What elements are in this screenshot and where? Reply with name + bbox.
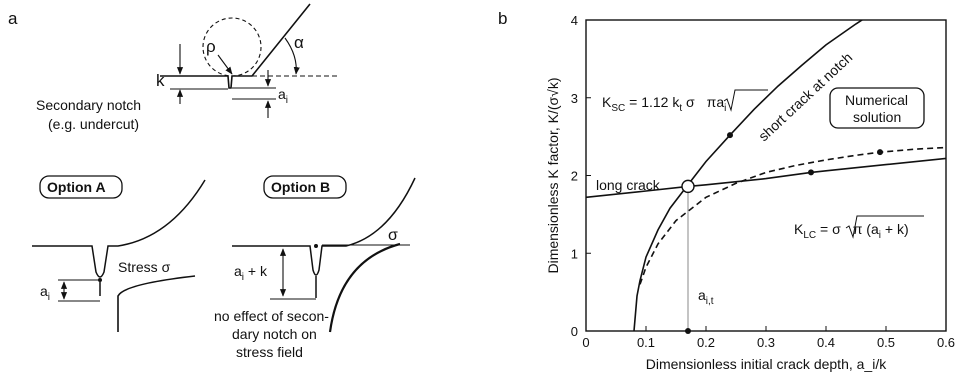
option-b-aik-label: ai + k: [234, 263, 268, 283]
numerical-solution-line2: solution: [853, 109, 901, 125]
option-a-geometry: [32, 179, 206, 332]
series-line: [586, 157, 946, 199]
option-a-label: Option A: [47, 179, 106, 195]
x-tick-label: 0.4: [817, 335, 835, 350]
option-b-label: Option B: [271, 179, 330, 195]
no-effect-line1: no effect of secon-: [214, 308, 329, 324]
x-tick-label: 0: [582, 335, 589, 350]
alpha-symbol: α: [294, 33, 304, 52]
series-line: [633, 20, 864, 331]
ksc-equation: KSC = 1.12 kt σ πai: [602, 94, 726, 114]
data-point: [685, 328, 691, 334]
x-tick-label: 0.3: [757, 335, 775, 350]
k-label: k: [156, 71, 165, 90]
klc-radical: [845, 215, 924, 239]
secondary-notch-line2: (e.g. undercut): [48, 116, 139, 132]
data-point: [727, 132, 733, 139]
panel-b-label: b: [498, 9, 507, 28]
y-tick-label: 0: [571, 324, 578, 339]
data-point: [877, 149, 883, 156]
ait-label: ai,t: [698, 287, 714, 307]
chart: 0 0.1 0.2 0.3 0.4 0.5 0.6 0 1 2 3 4 Dimensionless in…: [545, 13, 955, 372]
alpha-arc: [284, 37, 300, 75]
option-b-sigma-label: σ: [388, 227, 398, 244]
y-tick-label: 1: [571, 246, 578, 261]
x-tick-label: 0.2: [697, 335, 715, 350]
x-tick-label: 0.5: [877, 335, 895, 350]
y-tick-label: 4: [571, 13, 578, 28]
y-tick-label: 3: [571, 91, 578, 106]
x-axis-label: Dimensionless initial crack depth, a_i/k: [646, 356, 887, 372]
rho-symbol: ρ: [206, 37, 216, 56]
data-point: [808, 169, 814, 176]
panel-a-label: a: [8, 9, 18, 28]
x-tick-label: 0.1: [637, 335, 655, 350]
option-b-surface-dot: [314, 244, 318, 248]
option-a-box: [39, 175, 123, 199]
notch-radius-circle: [202, 17, 262, 77]
option-b-box: [263, 175, 347, 199]
long-crack-label: long crack: [596, 177, 661, 193]
option-a-stress-label: Stress σ: [118, 259, 171, 275]
option-a-notch-dot: [98, 278, 102, 282]
secondary-notch-line1: Secondary notch: [36, 97, 141, 113]
no-effect-line3: stress field: [236, 344, 303, 360]
numerical-solution-box: [829, 87, 925, 129]
ksc-radical: [723, 89, 768, 112]
option-b-geometry: [232, 177, 416, 333]
option-a-ai-label: ai: [40, 283, 50, 303]
x-tick-label: 0.6: [937, 335, 955, 350]
y-tick-label: 2: [571, 169, 578, 184]
rho-arrow: [217, 54, 233, 75]
y-axis-label: Dimensionless K factor, K/(σ√k): [545, 77, 561, 273]
no-effect-line2: dary notch on: [232, 326, 317, 342]
numerical-solution-line1: Numerical: [845, 92, 908, 108]
ai-label-top: ai: [278, 86, 288, 106]
transition-point: [681, 179, 695, 194]
